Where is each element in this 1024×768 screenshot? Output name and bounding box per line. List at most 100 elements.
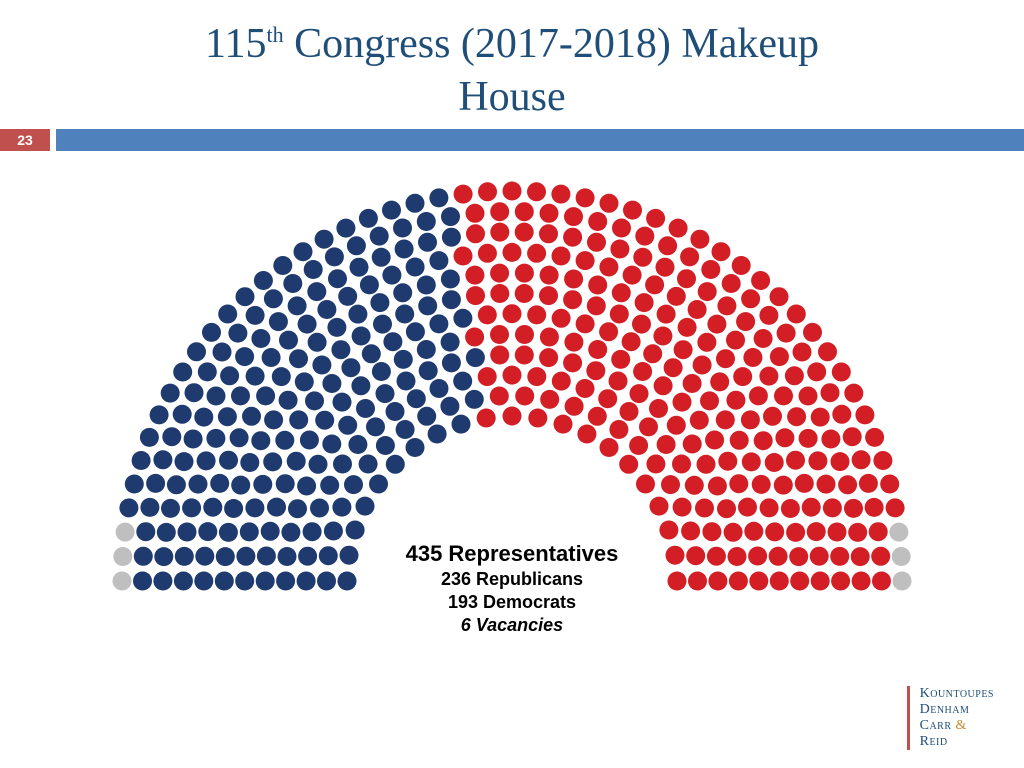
seat-dot (763, 407, 782, 426)
seat-dot (175, 452, 194, 471)
seat-dot (146, 474, 165, 493)
seat-dot (799, 429, 818, 448)
seat-dot (705, 431, 724, 450)
seat-dot (726, 331, 745, 350)
seat-dot (419, 361, 438, 380)
seat-dot (198, 362, 217, 381)
seat-dot (852, 450, 871, 469)
seat-dot (552, 247, 571, 266)
seat-dot (563, 353, 582, 372)
seat-dot (886, 498, 905, 517)
firm-logo: Kountoupes Denham Carr & Reid (907, 686, 994, 750)
seat-dot (865, 498, 884, 517)
seat-dot (132, 451, 151, 470)
seat-dot (173, 363, 192, 382)
seat-dot (198, 522, 217, 541)
seat-dot (276, 474, 295, 493)
seat-dot (236, 287, 255, 306)
seat-dot (327, 318, 346, 337)
seat-dot (231, 476, 250, 495)
seat-dot (539, 224, 558, 243)
seat-dot (685, 476, 704, 495)
seat-dot (383, 332, 402, 351)
seat-dot (759, 306, 778, 325)
seat-dot (442, 228, 461, 247)
seat-dot (303, 522, 322, 541)
seat-dot (649, 399, 668, 418)
slide-title: 115th Congress (2017-2018) Makeup House (0, 18, 1024, 123)
seat-dot (539, 286, 558, 305)
seat-dot (588, 340, 607, 359)
seat-dot (777, 324, 796, 343)
seat-dot (454, 247, 473, 266)
seat-dot (490, 387, 509, 406)
seat-dot (224, 499, 243, 518)
seat-dot (576, 314, 595, 333)
seat-dot (515, 346, 534, 365)
seat-dot (490, 346, 509, 365)
seat-dot (503, 407, 522, 426)
seat-dot (787, 305, 806, 324)
seat-dot (324, 522, 343, 541)
seat-dot (765, 522, 784, 541)
seat-dot (751, 271, 770, 290)
title-rest: Congress (2017-2018) Makeup (284, 21, 819, 67)
seat-dot (173, 405, 192, 424)
seat-dot (406, 438, 425, 457)
seat-dot (189, 475, 208, 494)
seat-dot (807, 522, 826, 541)
seat-dot (681, 522, 700, 541)
seat-dot (417, 212, 436, 231)
seat-dot (775, 428, 794, 447)
seat-dot (565, 397, 584, 416)
seat-dot (632, 315, 651, 334)
seat-dot (161, 384, 180, 403)
seat-dot (348, 305, 367, 324)
seat-dot (760, 498, 779, 517)
seat-dot (732, 256, 751, 275)
seat-dot (673, 498, 692, 517)
seat-dot (654, 376, 673, 395)
seat-dot (300, 431, 319, 450)
title-sup: th (266, 22, 283, 47)
seat-dot (690, 230, 709, 249)
seat-dot (630, 384, 649, 403)
seat-dot (407, 389, 426, 408)
seat-dot (344, 475, 363, 494)
seat-dot (848, 523, 867, 542)
seat-dot (136, 522, 155, 541)
seat-dot (664, 358, 683, 377)
seat-dot (599, 322, 618, 341)
seat-dot (418, 233, 437, 252)
seat-dot (440, 397, 459, 416)
seat-dot (633, 362, 652, 381)
seat-dot (332, 498, 351, 517)
seat-dot (453, 372, 472, 391)
seat-dot (564, 207, 583, 226)
seat-dot (741, 410, 760, 429)
seat-dot (609, 420, 628, 439)
legend-vacancies: 6 Vacancies (0, 615, 1024, 636)
seat-dot (429, 251, 448, 270)
seat-dot (683, 435, 702, 454)
seat-dot (712, 242, 731, 261)
seat-dot (702, 522, 721, 541)
seat-dot (478, 182, 497, 201)
seat-dot (643, 344, 662, 363)
seat-dot (370, 293, 389, 312)
seat-dot (182, 498, 201, 517)
seat-dot (743, 348, 762, 367)
seat-dot (393, 219, 412, 238)
seat-dot (821, 430, 840, 449)
seat-dot (716, 410, 735, 429)
seat-dot (466, 224, 485, 243)
seat-dot (718, 452, 737, 471)
seat-dot (429, 314, 448, 333)
seat-dot (865, 428, 884, 447)
seat-dot (231, 386, 250, 405)
seat-dot (194, 408, 213, 427)
seat-dot (724, 523, 743, 542)
seat-dot (333, 455, 352, 474)
seat-dot (795, 474, 814, 493)
seat-dot (478, 367, 497, 386)
